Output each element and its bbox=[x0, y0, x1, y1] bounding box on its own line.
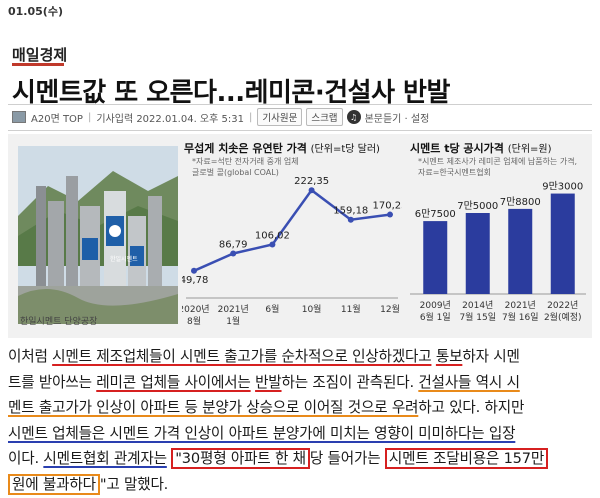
bar-value-label: 7만5000 bbox=[457, 200, 498, 212]
infographic: 한일시멘트 한일시멘트 단양공장 무섭게 치솟은 유연탄 가격 (단위=t당 달… bbox=[8, 134, 592, 338]
brand-underline bbox=[12, 63, 64, 66]
line-tick-label: 12월 bbox=[380, 303, 400, 315]
publisher-logo[interactable]: 매일경제 bbox=[12, 46, 68, 64]
article-text: "고 말했다. bbox=[99, 475, 169, 493]
coal-price-line bbox=[193, 188, 391, 272]
line-value-label: 106,02 bbox=[255, 231, 290, 242]
article-text: 하자 시멘 bbox=[462, 348, 520, 365]
line-tick-sublabel: 8월 bbox=[187, 315, 201, 327]
article-body: 이처럼 시멘트 제조업체들이 시멘트 출고가를 순차적으로 인상하겠다고 통보하… bbox=[8, 344, 598, 497]
line-point bbox=[191, 267, 197, 274]
line-point bbox=[347, 216, 354, 223]
article-text: 하는 조짐이 관측된다. bbox=[281, 373, 419, 391]
article-text: 하고 있다. 하지만 bbox=[418, 399, 525, 416]
highlighted-text: 시멘트협회 관계자는 bbox=[43, 450, 167, 467]
article-line: 멘트 출고가가 인상이 아파트 등 분양가 상승으로 이어질 것으로 우려하고 … bbox=[8, 395, 598, 421]
line-point bbox=[230, 250, 237, 257]
price-bar bbox=[465, 213, 490, 294]
bar-value-label: 6만7500 bbox=[415, 208, 456, 220]
bar-chart-title-text: 시멘트 t당 공시가격 bbox=[410, 142, 504, 155]
line-value-label: 170,23 bbox=[373, 201, 403, 212]
line-tick-sublabel: 1월 bbox=[226, 315, 240, 327]
highlighted-text: 원에 불과하다 bbox=[8, 473, 100, 495]
line-tick-label: 2021년 bbox=[218, 304, 249, 315]
line-chart-unit: (단위=t당 달러) bbox=[310, 144, 380, 155]
highlighted-text: 시멘트 조달비용은 157만 bbox=[384, 448, 549, 469]
newspaper-thumbnail-icon[interactable] bbox=[12, 111, 26, 123]
published-time: 기사입력 2022.01.04. 오후 5:31 bbox=[96, 113, 244, 125]
page-position: A20면 TOP bbox=[31, 113, 83, 125]
bar-tick-label: 2021년 bbox=[505, 300, 536, 311]
speaker-icon[interactable]: ♫ bbox=[346, 110, 361, 124]
line-value-label: 86,79 bbox=[219, 239, 248, 250]
article-line: 트를 받아쓰는 레미콘 업체들 사이에서는 반발하는 조짐이 관측된다. 건설사… bbox=[8, 370, 598, 396]
article-text: 이처럼 bbox=[8, 348, 53, 365]
highlighted-text: 통보 bbox=[435, 348, 463, 365]
bar-chart-title: 시멘트 t당 공시가격 (단위=원) bbox=[410, 140, 552, 156]
article-headline: 시멘트값 또 오른다...레미콘·건설사 반발 bbox=[12, 78, 450, 108]
highlighted-text: "30평형 아파트 한 채 bbox=[171, 448, 310, 469]
article-text: 당 들어가는 bbox=[309, 450, 385, 467]
bar-chart-note: *시멘트 제조사가 레미콘 업체에 납품하는 가격, 자료=한국시멘트협회 bbox=[418, 156, 577, 178]
article-line: 이처럼 시멘트 제조업체들이 시멘트 출고가를 순차적으로 인상하겠다고 통보하… bbox=[8, 344, 598, 370]
price-bar bbox=[550, 193, 575, 294]
bar-chart-note-1: *시멘트 제조사가 레미콘 업체에 납품하는 가격, bbox=[418, 157, 578, 166]
plant-sign-text: 한일시멘트 bbox=[110, 255, 138, 263]
article-line: 원에 불과하다 "고 말했다. bbox=[8, 472, 598, 498]
highlighted-text: 시멘트 업체들은 시멘트 가격 인상이 아파트 분양가에 미치는 영향이 미미하… bbox=[8, 424, 516, 442]
meta-divider-bottom bbox=[8, 130, 592, 131]
line-point bbox=[269, 241, 276, 248]
line-chart-note-1: *자료=석탄 전자거래 중개 업체 bbox=[192, 157, 299, 166]
bar-value-label: 9만3000 bbox=[542, 181, 583, 193]
line-chart-note: *자료=석탄 전자거래 중개 업체 글로벌 콜(global COAL) bbox=[192, 156, 299, 178]
cement-plant-illustration: 한일시멘트 bbox=[18, 146, 178, 324]
article-text: 이다. bbox=[8, 450, 44, 467]
highlighted-text: 시멘트 제조업체들이 시멘트 출고가를 순차적으로 인상하겠다고 bbox=[52, 348, 432, 365]
bar-chart-unit: (단위=원) bbox=[507, 144, 552, 155]
highlighted-text: 반발 bbox=[255, 373, 282, 391]
line-value-label: 159,18 bbox=[333, 206, 368, 217]
price-bar bbox=[423, 221, 448, 294]
highlighted-text: 레미콘 업체들 사이에서는 bbox=[96, 373, 251, 391]
highlighted-text: 멘트 출고가가 인상이 아파트 등 분양가 상승으로 이어질 것으로 우려 bbox=[8, 399, 419, 416]
bar-tick-sublabel: 7월 15일 bbox=[459, 311, 496, 323]
line-tick-label: 10월 bbox=[302, 303, 322, 315]
original-article-button[interactable]: 기사원문 bbox=[257, 108, 303, 126]
meta-divider-top bbox=[8, 104, 592, 105]
bar-tick-label: 2009년 bbox=[420, 300, 451, 311]
bar-tick-sublabel: 7월 16일 bbox=[502, 311, 539, 323]
highlighted-text: 건설사들 역시 시 bbox=[418, 373, 520, 391]
line-tick-label: 2020년 bbox=[182, 304, 210, 315]
line-value-label: 49,78 bbox=[182, 275, 208, 286]
bar-chart-note-2: 자료=한국시멘트협회 bbox=[418, 168, 491, 177]
line-chart-note-2: 글로벌 콜(global COAL) bbox=[192, 168, 279, 177]
line-chart-title-text: 무섭게 치솟은 유연탄 가격 bbox=[184, 142, 307, 155]
article-meta-bar: A20면 TOP | 기사입력 2022.01.04. 오후 5:31 | 기사… bbox=[12, 108, 430, 126]
line-tick-label: 6월 bbox=[265, 303, 279, 315]
edition-date: 01.05(수) bbox=[8, 5, 63, 18]
photo-caption: 한일시멘트 단양공장 bbox=[20, 317, 98, 327]
article-line: 시멘트 업체들은 시멘트 가격 인상이 아파트 분양가에 미치는 영향이 미미하… bbox=[8, 421, 598, 447]
price-bar bbox=[508, 208, 533, 294]
line-chart-title: 무섭게 치솟은 유연탄 가격 (단위=t당 달러) bbox=[184, 140, 380, 156]
bar-tick-label: 2014년 bbox=[462, 300, 493, 311]
article-text: 트를 받아쓰는 bbox=[8, 373, 97, 391]
listen-settings-link[interactable]: 본문듣기 · 설정 bbox=[364, 113, 430, 125]
line-point bbox=[308, 187, 315, 194]
line-value-label: 222,35 bbox=[294, 176, 329, 187]
scrap-button[interactable]: 스크랩 bbox=[306, 108, 343, 126]
bar-tick-sublabel: 2월(예정) bbox=[544, 311, 582, 323]
bar-value-label: 7만8800 bbox=[500, 196, 541, 208]
line-point bbox=[387, 211, 393, 218]
factory-photo: 한일시멘트 bbox=[18, 146, 178, 324]
line-tick-label: 11월 bbox=[341, 303, 361, 315]
bar-tick-sublabel: 6월 1일 bbox=[420, 311, 451, 323]
bar-tick-label: 2022년 bbox=[547, 300, 578, 311]
